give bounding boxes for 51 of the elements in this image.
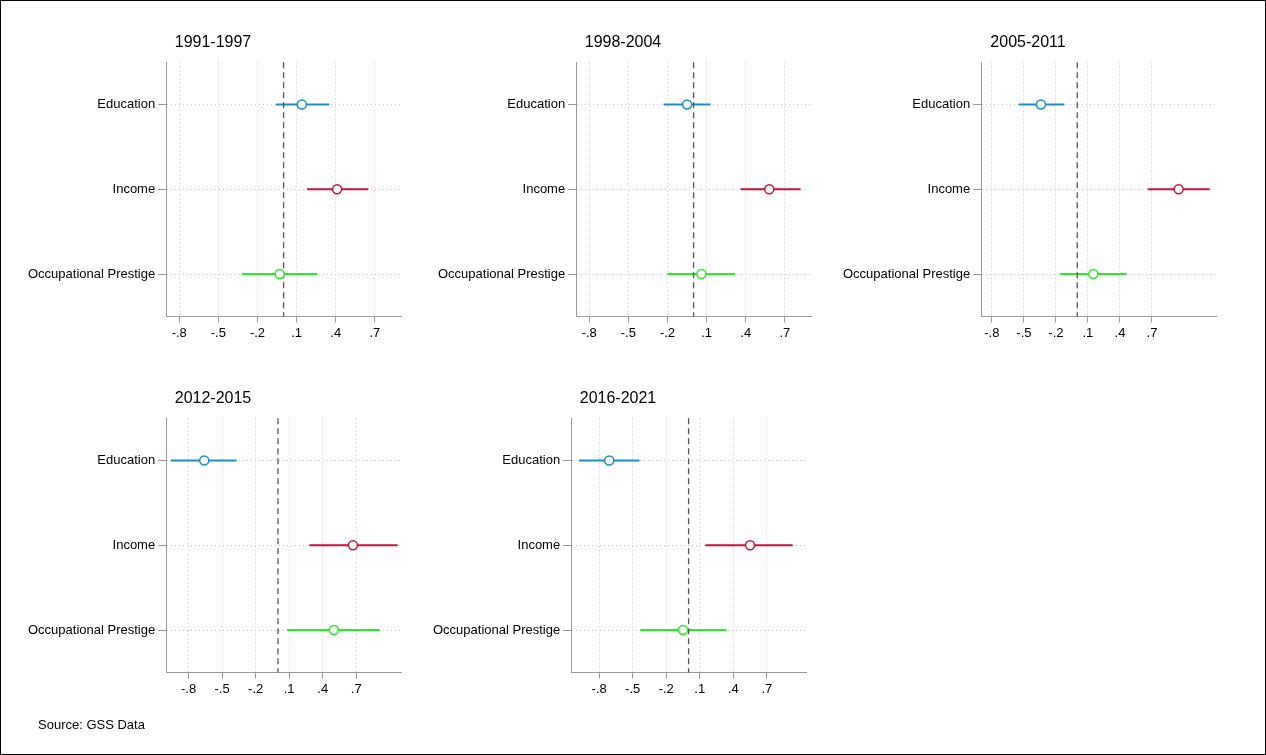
x-tick-label: .1 — [694, 680, 706, 696]
x-tick-label: -.8 — [591, 680, 607, 696]
x-tick-label: .4 — [330, 324, 342, 340]
x-tick-label: .1 — [291, 324, 303, 340]
chart-title: 2005-2011 — [990, 33, 1066, 51]
chart-title: 1991-1997 — [174, 33, 252, 51]
x-tick-label: -.5 — [625, 680, 641, 696]
x-tick-label: .7 — [369, 324, 381, 340]
y-tick-label: Occupational Prestige — [437, 265, 566, 281]
chart-title: 2016-2021 — [579, 389, 657, 407]
x-tick-label: -.5 — [1016, 324, 1032, 340]
x-tick-label: .7 — [1146, 324, 1158, 340]
x-tick-label: .4 — [740, 324, 752, 340]
x-tick-label: -.5 — [620, 324, 636, 340]
x-tick-label: -.8 — [180, 680, 197, 696]
x-tick-label: -.2 — [249, 324, 266, 340]
x-tick-label: -.5 — [214, 680, 230, 696]
y-tick-label: Education — [507, 96, 566, 112]
x-tick-label: -.8 — [984, 324, 1000, 340]
y-tick-label: Income — [927, 180, 971, 196]
y-tick-label: Education — [912, 96, 971, 112]
x-tick-label: -.2 — [248, 680, 264, 696]
y-tick-label: Income — [522, 180, 566, 196]
x-tick-label: -.2 — [658, 680, 674, 696]
x-tick-label: -.8 — [581, 324, 597, 340]
y-tick-label: Education — [502, 452, 561, 468]
x-tick-label: .7 — [350, 680, 362, 696]
y-tick-label: Occupational Prestige — [27, 265, 156, 281]
x-tick-label: .1 — [1082, 324, 1094, 340]
y-tick-label: Income — [112, 536, 156, 552]
x-tick-label: .4 — [727, 680, 739, 696]
x-tick-label: .1 — [283, 680, 295, 696]
x-tick-label: -.2 — [1048, 324, 1064, 340]
x-tick-label: .7 — [779, 324, 791, 340]
y-tick-label: Occupational Prestige — [842, 265, 971, 281]
x-tick-label: -.5 — [210, 324, 226, 340]
y-tick-label: Occupational Prestige — [432, 621, 561, 637]
chart-title: 1998-2004 — [584, 33, 662, 51]
x-tick-label: .4 — [317, 680, 329, 696]
y-tick-label: Income — [517, 536, 561, 552]
x-tick-label: -.2 — [659, 324, 676, 340]
x-tick-label: .4 — [1114, 324, 1126, 340]
x-tick-label: -.8 — [171, 324, 187, 340]
x-tick-label: .7 — [761, 680, 773, 696]
y-tick-label: Education — [97, 96, 156, 112]
chart-title: 2012-2015 — [174, 389, 252, 407]
x-tick-label: .1 — [701, 324, 713, 340]
y-tick-label: Income — [112, 180, 156, 196]
y-tick-label: Occupational Prestige — [27, 621, 156, 637]
source-note: Source: GSS Data — [38, 717, 145, 732]
y-tick-label: Education — [97, 452, 156, 468]
